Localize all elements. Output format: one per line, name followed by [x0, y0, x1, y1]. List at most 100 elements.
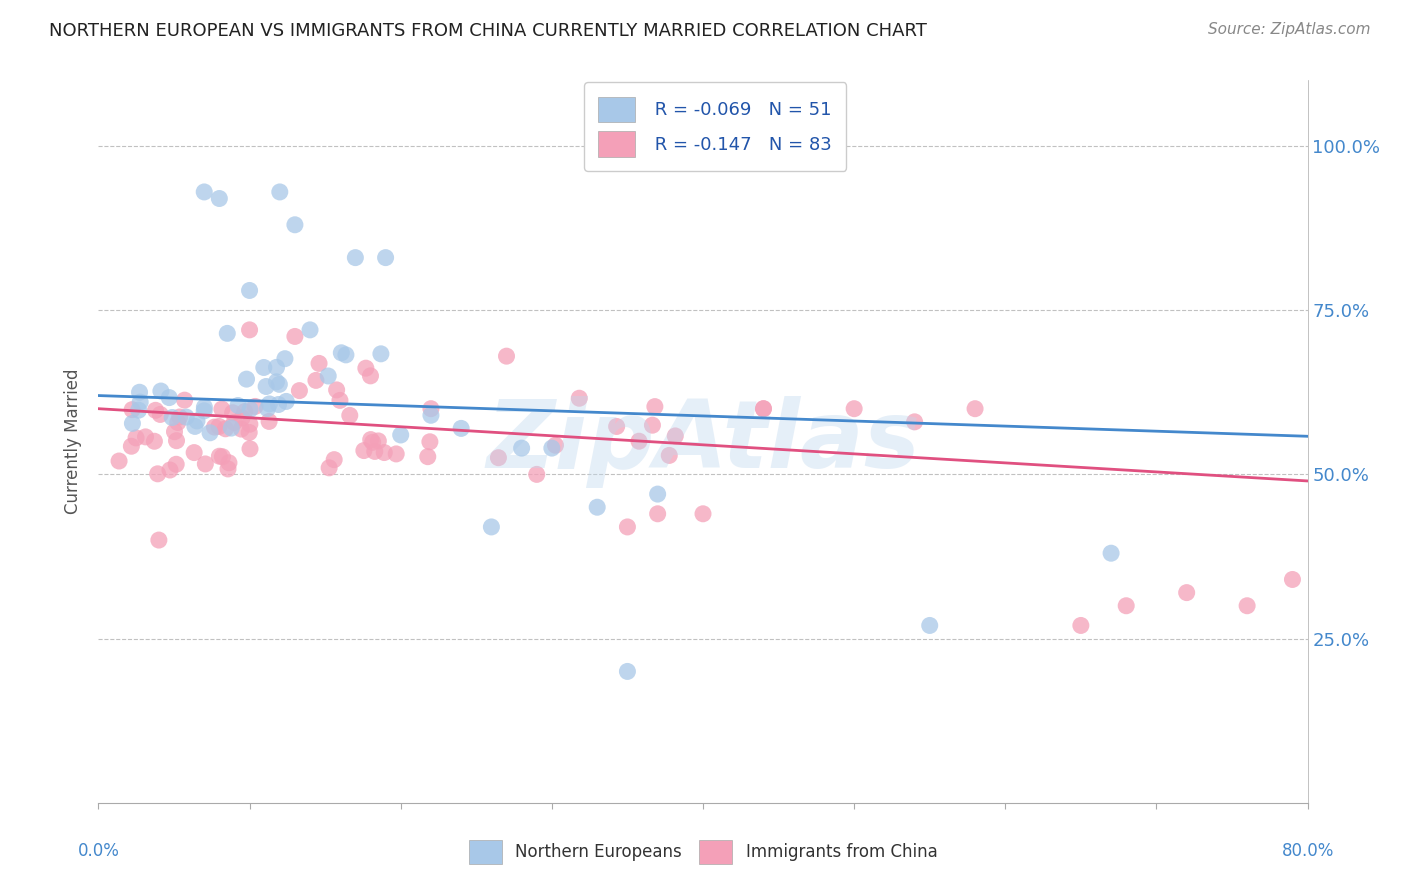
Point: [420, 409, 443, 423]
Point: [647, 487, 669, 501]
Text: ZipAtlas: ZipAtlas: [486, 395, 920, 488]
Point: [752, 401, 775, 416]
Point: [217, 326, 239, 341]
Point: [276, 394, 298, 409]
Point: [166, 416, 188, 430]
Point: [149, 408, 172, 422]
Point: [121, 402, 143, 417]
Point: [208, 192, 231, 206]
Point: [627, 434, 650, 449]
Point: [239, 402, 262, 417]
Point: [308, 356, 330, 370]
Point: [495, 349, 517, 363]
Point: [204, 420, 226, 434]
Point: [239, 323, 262, 337]
Point: [221, 406, 243, 420]
Point: [239, 417, 262, 432]
Point: [257, 414, 280, 428]
Point: [325, 383, 347, 397]
Point: [266, 360, 288, 375]
Text: NORTHERN EUROPEAN VS IMMIGRANTS FROM CHINA CURRENTLY MARRIED CORRELATION CHART: NORTHERN EUROPEAN VS IMMIGRANTS FROM CHI…: [49, 22, 927, 40]
Point: [149, 384, 172, 398]
Point: [145, 403, 167, 417]
Point: [217, 462, 239, 476]
Point: [486, 450, 509, 465]
Point: [918, 618, 941, 632]
Point: [373, 445, 395, 459]
Point: [329, 393, 352, 408]
Point: [224, 416, 246, 430]
Point: [330, 345, 353, 359]
Point: [259, 397, 281, 411]
Point: [266, 375, 288, 389]
Point: [389, 428, 412, 442]
Point: [193, 400, 215, 414]
Point: [235, 372, 257, 386]
Point: [844, 401, 866, 416]
Point: [163, 425, 186, 439]
Text: 0.0%: 0.0%: [77, 842, 120, 860]
Point: [616, 520, 638, 534]
Point: [316, 369, 339, 384]
Point: [658, 449, 681, 463]
Point: [664, 429, 686, 443]
Point: [526, 467, 548, 482]
Point: [253, 360, 276, 375]
Point: [284, 218, 307, 232]
Point: [1099, 546, 1122, 560]
Point: [128, 385, 150, 400]
Point: [540, 441, 562, 455]
Legend: Northern Europeans, Immigrants from China: Northern Europeans, Immigrants from Chin…: [463, 833, 943, 871]
Point: [231, 422, 253, 436]
Point: [121, 417, 143, 431]
Point: [148, 533, 170, 547]
Point: [165, 457, 187, 471]
Point: [208, 419, 231, 434]
Point: [125, 431, 148, 445]
Point: [211, 450, 233, 464]
Point: [128, 403, 150, 417]
Point: [254, 379, 277, 393]
Point: [211, 402, 233, 417]
Point: [108, 454, 131, 468]
Point: [174, 410, 197, 425]
Point: [510, 441, 533, 455]
Point: [606, 419, 628, 434]
Point: [544, 438, 567, 452]
Point: [256, 401, 278, 416]
Point: [367, 434, 389, 448]
Point: [364, 444, 387, 458]
Point: [166, 434, 188, 448]
Point: [243, 400, 266, 414]
Point: [1281, 573, 1303, 587]
Point: [586, 500, 609, 515]
Point: [1070, 618, 1092, 632]
Y-axis label: Currently Married: Currently Married: [65, 368, 83, 515]
Point: [186, 414, 208, 428]
Point: [385, 447, 408, 461]
Point: [160, 410, 183, 425]
Point: [353, 443, 375, 458]
Point: [208, 449, 231, 463]
Point: [274, 351, 297, 366]
Text: 80.0%: 80.0%: [1281, 842, 1334, 860]
Point: [1236, 599, 1258, 613]
Point: [221, 421, 243, 435]
Point: [120, 439, 142, 453]
Point: [218, 456, 240, 470]
Point: [184, 419, 207, 434]
Point: [416, 450, 439, 464]
Point: [233, 404, 256, 418]
Point: [173, 393, 195, 408]
Point: [420, 401, 443, 416]
Point: [183, 445, 205, 459]
Point: [239, 442, 262, 456]
Point: [146, 467, 169, 481]
Point: [616, 665, 638, 679]
Point: [360, 368, 382, 383]
Point: [641, 418, 664, 433]
Point: [284, 329, 307, 343]
Point: [904, 415, 927, 429]
Point: [360, 433, 382, 447]
Point: [965, 401, 987, 416]
